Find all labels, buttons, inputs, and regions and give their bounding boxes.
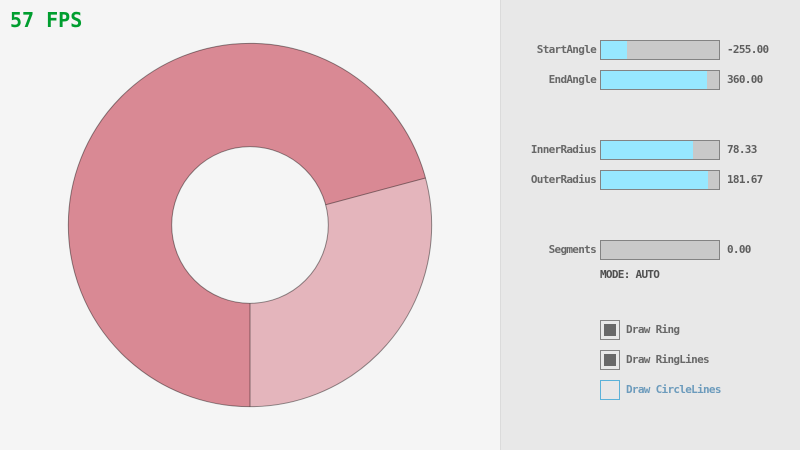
end-angle-value: 360.00	[727, 73, 763, 86]
slider-fill	[601, 171, 709, 189]
start-angle-slider[interactable]	[600, 40, 720, 60]
ring-canvas	[67, 42, 433, 408]
checkmark	[604, 324, 616, 336]
slider-row-segments: Segments 0.00	[0, 240, 800, 260]
checkbox-row-draw-circlelines: Draw CircleLines	[0, 380, 800, 400]
end-angle-label: EndAngle	[548, 73, 597, 86]
draw-ring-label: Draw Ring	[626, 323, 680, 336]
slider-fill	[601, 71, 708, 89]
start-angle-value: -255.00	[727, 43, 769, 56]
segments-value: 0.00	[727, 243, 751, 256]
checkmark	[604, 354, 616, 366]
checkbox-row-draw-ringlines: Draw RingLines	[0, 350, 800, 370]
checkbox-row-draw-ring: Draw Ring	[0, 320, 800, 340]
slider-fill	[601, 41, 627, 59]
slider-row-start-angle: StartAngle -255.00	[0, 40, 800, 60]
outer-radius-label: OuterRadius	[530, 173, 597, 186]
outer-radius-value: 181.67	[727, 173, 763, 186]
outer-radius-slider[interactable]	[600, 170, 720, 190]
start-angle-label: StartAngle	[536, 43, 597, 56]
slider-row-inner-radius: InnerRadius 78.33	[0, 140, 800, 160]
slider-row-outer-radius: OuterRadius 181.67	[0, 170, 800, 190]
end-angle-slider[interactable]	[600, 70, 720, 90]
inner-radius-slider[interactable]	[600, 140, 720, 160]
draw-ringlines-checkbox[interactable]	[600, 350, 620, 370]
fps-counter: 57 FPS	[10, 8, 83, 32]
draw-ring-checkbox[interactable]	[600, 320, 620, 340]
controls-panel	[500, 0, 800, 450]
slider-fill	[601, 141, 694, 159]
mode-label: MODE: AUTO	[600, 268, 660, 281]
inner-radius-value: 78.33	[727, 143, 757, 156]
draw-ringlines-label: Draw RingLines	[626, 353, 710, 366]
draw-circlelines-label: Draw CircleLines	[626, 383, 721, 396]
slider-row-end-angle: EndAngle 360.00	[0, 70, 800, 90]
segments-label: Segments	[548, 243, 597, 256]
segments-slider[interactable]	[600, 240, 720, 260]
inner-radius-label: InnerRadius	[530, 143, 597, 156]
draw-circlelines-checkbox[interactable]	[600, 380, 620, 400]
